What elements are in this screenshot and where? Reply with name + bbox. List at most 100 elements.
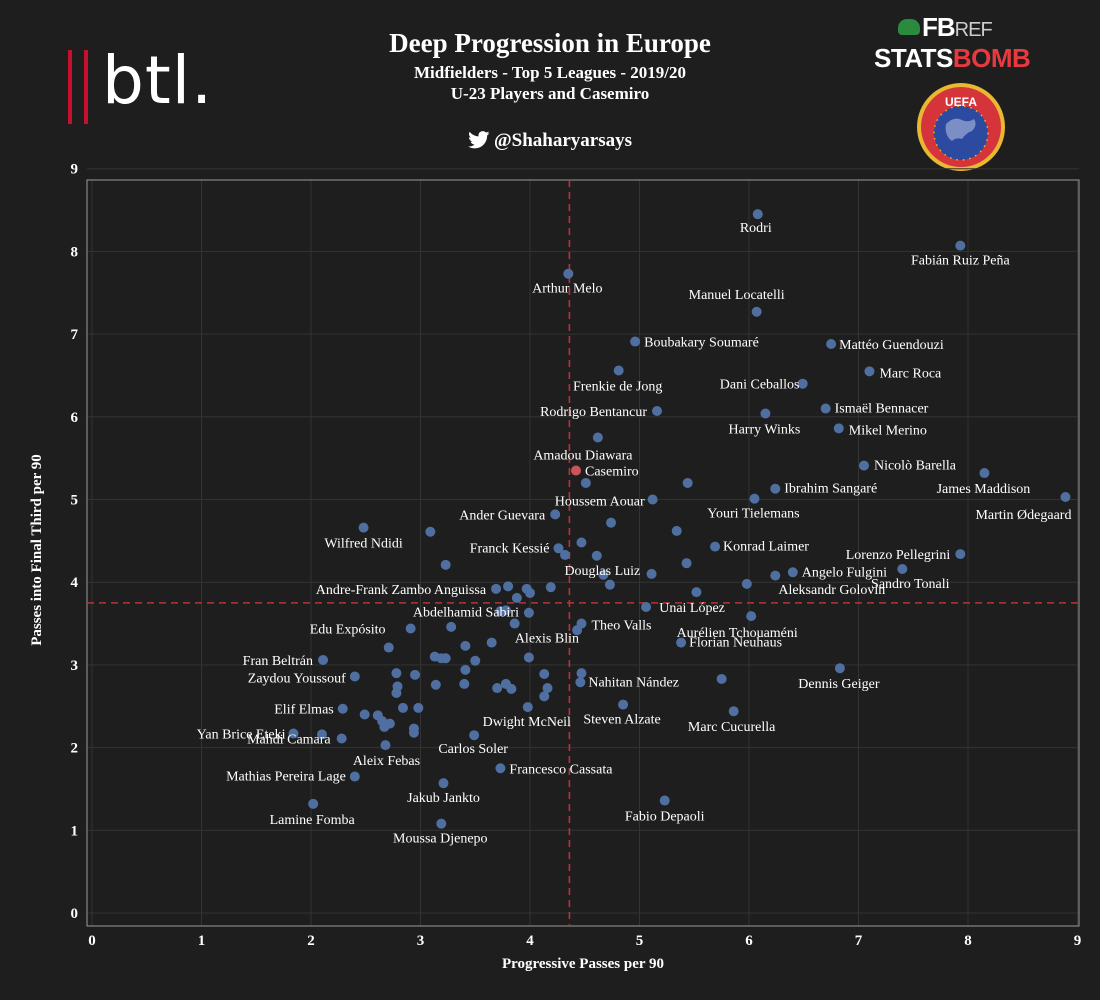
data-point xyxy=(408,727,419,738)
point-label: Rodrigo Bentancur xyxy=(540,405,647,420)
y-tick-label: 8 xyxy=(71,244,79,260)
point-label: Douglas Luiz xyxy=(564,564,640,579)
data-point xyxy=(523,652,534,663)
point-label: Arthur Melo xyxy=(532,282,602,297)
data-point xyxy=(741,578,752,589)
data-point xyxy=(770,483,781,494)
data-point xyxy=(826,339,837,350)
twitter-bird-icon xyxy=(468,131,490,149)
data-point xyxy=(691,587,702,598)
point-label: Zaydou Youssouf xyxy=(248,671,346,686)
point-label: Lorenzo Pellegrini xyxy=(846,548,951,563)
data-point xyxy=(391,688,402,699)
data-point xyxy=(486,637,497,648)
point-label: Andre-Frank Zambo Anguissa xyxy=(316,583,487,598)
data-point xyxy=(955,549,966,560)
data-point xyxy=(820,403,831,414)
data-point xyxy=(460,640,471,651)
fbref-ball-icon xyxy=(898,19,920,35)
data-point xyxy=(682,477,693,488)
point-label: Youri Tielemans xyxy=(707,507,799,522)
statsbomb-logo-bomb: BOMB xyxy=(952,43,1031,73)
data-point xyxy=(553,543,564,554)
x-tick-label: 3 xyxy=(417,933,425,949)
x-tick-label: 1 xyxy=(198,933,206,949)
chart-subtitle: Midfielders - Top 5 Leagues - 2019/20 xyxy=(413,63,686,82)
point-label: Fabio Depaoli xyxy=(625,810,705,825)
data-point xyxy=(646,568,657,579)
point-label: Franck Kessié xyxy=(470,541,550,556)
point-label: Yan Brice Eteki xyxy=(197,728,286,743)
x-axis-title: Progressive Passes per 90 xyxy=(502,956,664,972)
y-axis-ticks: 0 1 2 3 4 5 6 7 8 9 xyxy=(71,162,79,922)
point-label: Florian Neuhaus xyxy=(689,636,782,651)
point-label: Mahdi Camara xyxy=(247,733,331,748)
point-label: Mathias Pereira Lage xyxy=(226,770,346,785)
data-points xyxy=(288,209,1071,829)
y-tick-label: 7 xyxy=(71,327,79,343)
data-point xyxy=(425,526,436,537)
data-point xyxy=(446,621,457,632)
data-point xyxy=(495,763,506,774)
point-label: Wilfred Ndidi xyxy=(324,537,402,552)
y-tick-label: 5 xyxy=(71,493,79,509)
data-point xyxy=(359,709,370,720)
x-tick-label: 0 xyxy=(88,933,96,949)
point-label: Nicolò Barella xyxy=(874,459,957,474)
data-point xyxy=(470,655,481,666)
y-tick-label: 2 xyxy=(71,741,79,757)
x-tick-label: 5 xyxy=(636,933,644,949)
data-point xyxy=(760,408,771,419)
data-point xyxy=(539,691,550,702)
data-point xyxy=(380,740,391,751)
x-tick-label: 8 xyxy=(964,933,972,949)
point-label: Boubakary Soumaré xyxy=(644,336,759,351)
data-point xyxy=(591,550,602,561)
data-point xyxy=(523,607,534,618)
data-point xyxy=(495,606,506,617)
point-label: Nahitan Nández xyxy=(588,675,679,690)
data-point xyxy=(652,406,663,417)
point-label: Rodri xyxy=(740,221,772,236)
data-point xyxy=(460,664,471,675)
point-label: Harry Winks xyxy=(728,422,800,437)
data-point xyxy=(576,668,587,679)
point-label: Marc Cucurella xyxy=(688,720,776,735)
grid xyxy=(87,168,1079,926)
point-label: Casemiro xyxy=(585,465,639,480)
data-point xyxy=(563,268,574,279)
data-point xyxy=(979,468,990,479)
point-label: Carlos Soler xyxy=(438,742,508,757)
data-point xyxy=(542,683,553,694)
data-point xyxy=(749,493,760,504)
data-point xyxy=(580,477,591,488)
data-point xyxy=(525,587,535,598)
fbref-logo-ref: REF xyxy=(954,19,993,41)
data-point xyxy=(575,677,586,688)
data-point xyxy=(438,778,449,789)
data-point xyxy=(316,729,327,740)
point-label: James Maddison xyxy=(937,482,1031,497)
y-tick-label: 4 xyxy=(71,575,79,591)
data-point xyxy=(550,509,561,520)
data-point xyxy=(511,592,522,603)
data-point xyxy=(522,702,533,713)
point-label: Marc Roca xyxy=(879,366,942,381)
point-label: Aleix Febas xyxy=(353,754,420,769)
data-point xyxy=(641,602,652,613)
btl-logo-bar xyxy=(68,50,72,124)
point-label: Moussa Djenepo xyxy=(393,832,488,847)
data-point xyxy=(349,671,360,682)
point-labels: Rodri Fabián Ruiz Peña Arthur Melo Manuel L… xyxy=(197,221,1072,846)
chart-subtitle-2: U-23 Players and Casemiro xyxy=(450,84,650,103)
point-label: Francesco Cassata xyxy=(509,762,613,777)
point-label: Ismaël Bennacer xyxy=(835,402,929,417)
data-point xyxy=(746,611,757,622)
data-point xyxy=(405,623,416,634)
point-label: Aleksandr Golovin xyxy=(778,583,885,598)
data-point xyxy=(384,718,395,729)
point-label: Aurélien Tchouaméni xyxy=(677,626,798,641)
data-point xyxy=(770,570,781,581)
data-point xyxy=(318,654,329,665)
data-point xyxy=(681,558,692,569)
